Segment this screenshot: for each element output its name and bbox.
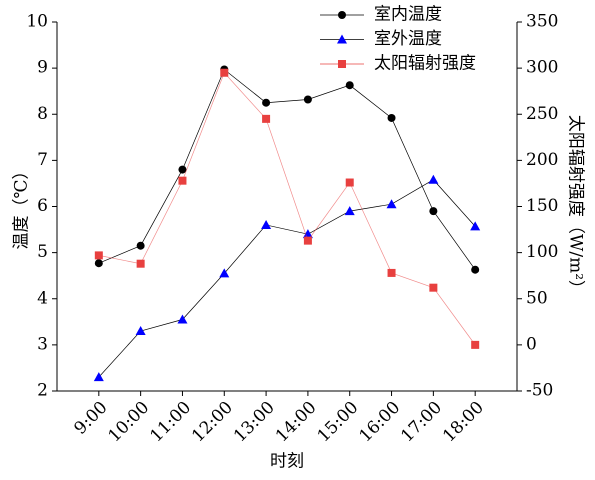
series-line: [98, 72, 476, 346]
data-point: [303, 95, 312, 104]
legend-label: 室内温度: [374, 5, 442, 25]
y-axis-label: 温度（℃）: [12, 162, 32, 249]
data-point: [136, 259, 145, 268]
data-point: [345, 81, 354, 90]
data-point: [135, 326, 146, 336]
x-tick-label: 16:00: [355, 398, 404, 447]
legend-label: 室外温度: [374, 29, 442, 49]
data-point: [261, 219, 272, 229]
data-point: [220, 68, 229, 77]
y-tick-label: 5: [37, 242, 48, 262]
data-point: [471, 265, 480, 274]
y-tick-label: 6: [37, 196, 48, 216]
x-tick-label: 15:00: [314, 398, 363, 447]
legend-label: 太阳辐射强度: [374, 54, 476, 74]
data-point: [177, 314, 188, 324]
data-point: [262, 114, 271, 123]
data-point: [429, 283, 438, 292]
y-tick-label: 10: [26, 12, 48, 32]
data-point: [303, 236, 312, 245]
y2-tick-label: 0: [526, 334, 537, 354]
data-point: [386, 199, 397, 209]
y-tick-label: 7: [37, 150, 48, 170]
legend-marker: [338, 11, 346, 19]
data-point: [178, 176, 187, 185]
y-tick-label: 9: [37, 58, 48, 78]
y-tick-label: 2: [37, 381, 48, 401]
data-point: [471, 340, 480, 349]
data-point: [94, 251, 103, 260]
y-tick-label: 4: [37, 288, 48, 308]
data-point: [387, 113, 396, 122]
y2-tick-label: 300: [526, 58, 558, 78]
y-tick-label: 8: [37, 104, 48, 124]
data-point: [429, 207, 438, 216]
data-point: [345, 178, 354, 187]
data-point: [93, 372, 104, 382]
y2-tick-label: 100: [526, 242, 558, 262]
y2-tick-label: 250: [526, 104, 558, 124]
y2-axis-label: 太阳辐射强度（W/m²）: [566, 115, 586, 297]
data-point: [302, 229, 313, 239]
x-tick-label: 12:00: [188, 398, 237, 447]
y2-tick-label: 200: [526, 150, 558, 170]
y2-tick-label: -50: [526, 381, 553, 401]
y2-tick-label: 150: [526, 196, 558, 216]
data-point: [344, 206, 355, 216]
legend-marker: [338, 60, 346, 68]
y-tick-label: 3: [37, 334, 48, 354]
data-point: [136, 241, 145, 250]
series-line: [98, 179, 476, 378]
x-tick-label: 13:00: [230, 398, 279, 447]
y2-tick-label: 50: [526, 288, 548, 308]
x-tick-label: 10:00: [105, 398, 154, 447]
x-axis-label: 时刻: [270, 452, 304, 472]
x-tick-label: 14:00: [272, 398, 321, 447]
data-point: [470, 221, 481, 231]
y2-tick-label: 350: [526, 12, 558, 32]
data-point: [219, 268, 230, 278]
x-tick-label: 17:00: [397, 398, 446, 447]
data-point: [387, 268, 396, 277]
data-point: [428, 174, 439, 184]
data-point: [178, 165, 187, 174]
legend-marker: [337, 34, 347, 44]
series-line: [98, 68, 476, 270]
data-point: [262, 98, 271, 107]
x-tick-label: 11:00: [146, 398, 195, 447]
x-tick-label: 18:00: [439, 398, 488, 447]
data-point: [94, 259, 103, 268]
